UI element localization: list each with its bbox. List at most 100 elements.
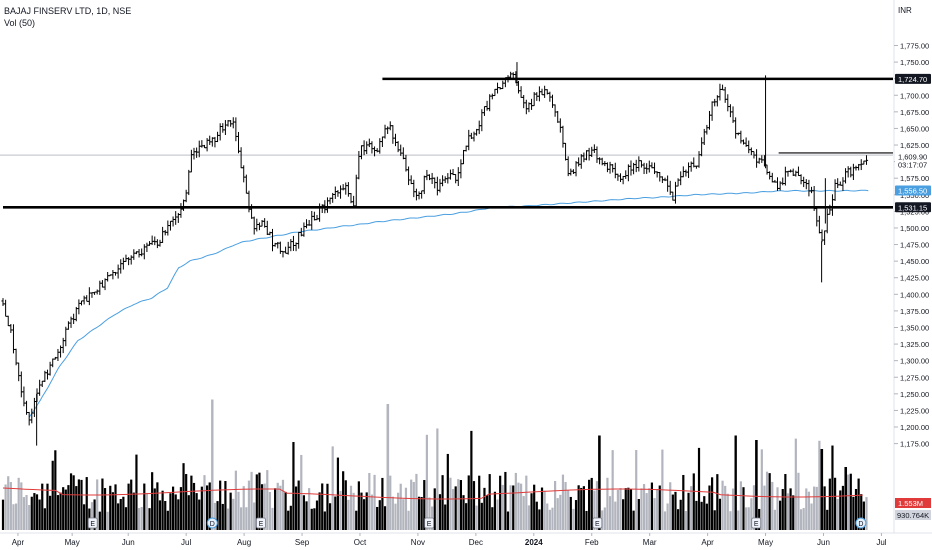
volume-bar: [648, 488, 651, 530]
volume-bar: [514, 472, 517, 530]
volume-bar: [226, 508, 230, 530]
time-tick-label: 2024: [525, 538, 543, 547]
volume-bar: [234, 470, 237, 530]
volume-bar: [718, 498, 722, 530]
event-marker-letter: E: [259, 521, 264, 528]
volume-bar: [637, 499, 640, 530]
volume-bar: [263, 483, 266, 530]
volume-bar: [522, 496, 525, 530]
event-marker[interactable]: E: [424, 517, 435, 529]
volume-bar: [556, 498, 559, 530]
volume-spike-bar: [386, 404, 390, 530]
volume-bar: [784, 474, 787, 530]
volume-bar: [362, 499, 366, 530]
volume-bar: [156, 482, 159, 530]
volume-bar: [38, 499, 41, 530]
volume-bar: [365, 492, 368, 530]
volume-bar: [302, 495, 306, 530]
level-tag-support-bg: [895, 202, 931, 213]
volume-bar: [483, 487, 486, 530]
volume-bar: [208, 482, 211, 530]
volume-bar: [200, 486, 203, 530]
volume-bar: [342, 471, 345, 530]
event-marker[interactable]: E: [751, 517, 762, 529]
volume-bar: [860, 494, 863, 530]
volume-bar: [360, 492, 363, 530]
volume-bar: [548, 509, 551, 530]
symbol-title[interactable]: BAJAJ FINSERV LTD, 1D, NSE: [4, 6, 132, 16]
volume-bar: [506, 511, 510, 530]
volume-bar: [410, 479, 413, 530]
event-marker-letter: E: [754, 521, 759, 528]
time-tick-label: Aug: [237, 538, 251, 547]
level-tag-resistance-text: 1,724.70: [898, 75, 927, 84]
volume-bar: [847, 474, 850, 530]
volume-bar: [383, 506, 387, 530]
volume-bar: [588, 479, 591, 530]
volume-bar: [640, 488, 643, 530]
volume-bar: [828, 478, 831, 530]
volume-bar: [148, 508, 151, 530]
ma-tag-bg: [895, 185, 931, 196]
volume-bar: [543, 490, 546, 530]
volume-bar: [627, 487, 630, 530]
price-tick-label: 1,700.00: [900, 91, 929, 100]
volume-bar: [69, 473, 73, 530]
volume-bar: [703, 496, 706, 530]
event-marker[interactable]: E: [87, 517, 98, 529]
volume-bar: [504, 471, 507, 530]
volume-bar: [849, 473, 852, 530]
volume-bar: [145, 492, 149, 530]
volume-bar: [676, 509, 680, 530]
volume-bar: [370, 494, 374, 530]
volume-bar: [255, 474, 258, 530]
horizontal-levels[interactable]: [3, 77, 893, 209]
volume-bar: [721, 480, 724, 530]
volume-bar: [93, 499, 96, 530]
time-axis[interactable]: Apr May Jun Jul Aug Sep Oct Nov Dec 2024 Feb Mar Apr…: [12, 533, 887, 547]
volume-bar: [59, 492, 62, 530]
event-marker[interactable]: D: [206, 517, 218, 529]
current-price-tag-text: 1,609.90: [898, 152, 927, 161]
volume-bar: [580, 487, 583, 530]
price-tick-label: 1,175.00: [900, 440, 929, 449]
volume-bar: [624, 488, 627, 530]
volume-bar: [512, 485, 515, 530]
volume-bar: [428, 497, 431, 530]
ohlc-bar: [864, 155, 869, 165]
volume-bar: [114, 484, 117, 530]
event-marker-letter: E: [595, 521, 600, 528]
volume-bar: [203, 475, 206, 530]
volume-bar: [77, 479, 80, 530]
volume-bar: [347, 499, 350, 530]
volume-bar: [590, 477, 593, 530]
volume-bar: [478, 475, 481, 530]
volume-bar: [153, 488, 156, 530]
volume-bar: [697, 447, 701, 530]
price-tick-label: 1,300.00: [900, 357, 929, 366]
volume-bar: [240, 507, 243, 530]
volume-bar: [90, 502, 94, 530]
volume-bar: [467, 475, 470, 530]
time-tick-label: Sep: [295, 538, 310, 547]
volume-bar: [705, 503, 708, 530]
volume-indicator-label[interactable]: Vol (50): [4, 18, 36, 28]
event-marker[interactable]: D: [855, 517, 867, 529]
volume-bar: [737, 510, 740, 530]
time-tick-label: Nov: [411, 538, 425, 547]
event-marker[interactable]: E: [256, 517, 266, 529]
volume-bar: [823, 486, 826, 530]
volume-bar: [336, 457, 340, 530]
price-tags: 1,724.701,531.151,613.101,609.9003:17:07…: [895, 73, 931, 520]
volume-ma-line: [2, 487, 863, 500]
volume-bar: [574, 500, 578, 530]
volume-bar: [297, 480, 300, 530]
volume-bar: [509, 485, 512, 530]
volume-bar: [389, 475, 392, 530]
volume-spike-bar: [820, 449, 823, 530]
volume-bar: [622, 499, 625, 530]
event-marker[interactable]: E: [592, 517, 603, 529]
volume-bar: [786, 493, 790, 530]
